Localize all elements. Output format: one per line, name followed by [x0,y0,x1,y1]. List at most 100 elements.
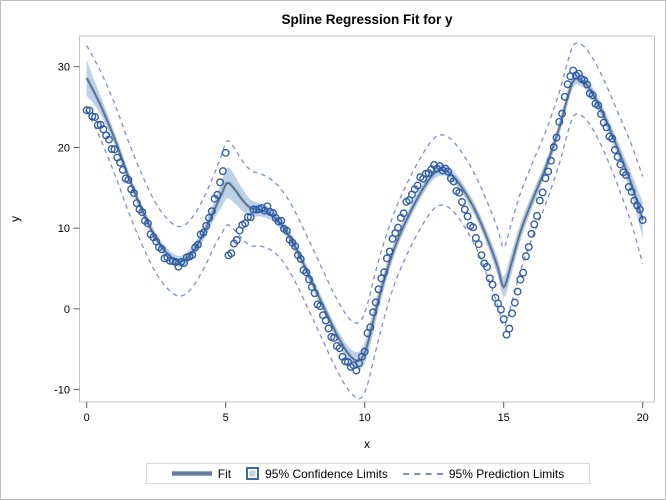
scatter-point [499,315,508,324]
scatter-point [307,282,316,291]
scatter-point [527,229,536,238]
lower-prediction-limit-line [86,109,644,400]
scatter-point [555,117,564,126]
scatter-point [444,167,453,176]
scatter-point [129,189,138,198]
scatter-point [516,275,525,284]
scatter-point [513,287,522,296]
scatter-point [549,143,558,152]
scatter-point [277,216,286,225]
scatter-point [594,101,603,110]
scatter-point [227,249,236,258]
scatter-point [608,134,617,143]
scatter-point [107,145,116,154]
scatter-point [110,145,119,154]
scatter-point [199,228,208,237]
scatter-point [524,243,533,252]
scatter-point [541,174,550,183]
scatter-point [558,109,567,118]
scatter-point [413,181,422,190]
scatter-point [521,252,530,261]
scatter-point [616,160,625,169]
scatter-point [282,226,291,235]
scatter-point [360,347,369,356]
scatter-point [469,223,478,232]
legend-label-confidence: 95% Confidence Limits [265,466,388,481]
scatter-point [138,208,147,217]
scatter-point [93,121,102,130]
scatter-point [505,324,514,333]
scatter-point [399,209,408,218]
scatter-point [202,221,211,230]
scatter-point [371,298,380,307]
scatter-point [374,285,383,294]
scatter-point [519,268,528,277]
scatter-point [305,275,314,284]
scatter-point [188,250,197,259]
legend-label-prediction: 95% Prediction Limits [448,466,565,481]
scatter-point [552,133,561,142]
scatter-point [249,205,258,214]
scatter-point [216,178,225,187]
scatter-point [622,171,630,180]
scatter-point [602,123,611,132]
scatter-point [296,255,305,263]
scatter-point [355,359,364,368]
scatter-point [321,316,330,325]
axis-ticks [73,66,644,408]
scatter-point [538,188,547,197]
x-tick-label: 0 [84,412,90,424]
scatter-point [118,165,127,174]
scatter-point [488,280,497,289]
scatter-point [193,240,202,249]
y-axis-label: y [8,216,22,222]
scatter-point [207,207,216,216]
scatter-point [143,219,152,228]
scatter-point [82,106,91,115]
x-tick-label: 20 [637,412,649,424]
scatter-point [116,158,125,167]
legend-label-fit: Fit [217,466,232,481]
scatter-point [246,213,255,222]
scatter-point [477,251,486,260]
scatter-point [330,333,339,342]
legend-item-fit: Fit [171,466,232,481]
scatter-point [91,113,100,122]
scatter-point [613,152,622,161]
x-tick-label: 15 [498,412,510,424]
x-axis-label: x [364,437,370,451]
scatter-point [221,148,230,157]
scatter-point [583,80,592,89]
scatter-point [369,308,378,317]
confidence-band-swatch-icon [246,467,260,480]
confidence-band [86,60,643,370]
y-tick-label: -10 [54,385,70,397]
scatter-point [394,223,403,232]
y-tick-label: 20 [58,143,70,155]
upper-prediction-limit-line [86,42,644,324]
fit-line-swatch-icon [171,471,212,476]
scatter-point [510,298,519,307]
scatter-point [496,305,505,314]
scatter-point [291,242,300,251]
scatter-point [471,233,480,242]
prediction-line-swatch-icon [402,472,443,475]
scatter-point [483,262,491,271]
scatter-point [460,205,469,214]
scatter-point [243,213,252,222]
scatter-point [530,220,539,229]
scatter-point [385,247,394,256]
scatter-point [588,91,597,100]
scatter-point [316,302,325,311]
scatter-point [218,167,227,176]
scatter-point [546,156,555,165]
scatter-point [627,187,636,196]
scatter-point [335,344,344,353]
scatter-point [508,309,517,318]
scatter-point [597,110,605,118]
scatter-point [635,205,644,214]
scatter-point [382,254,391,263]
scatter-point [366,323,375,332]
